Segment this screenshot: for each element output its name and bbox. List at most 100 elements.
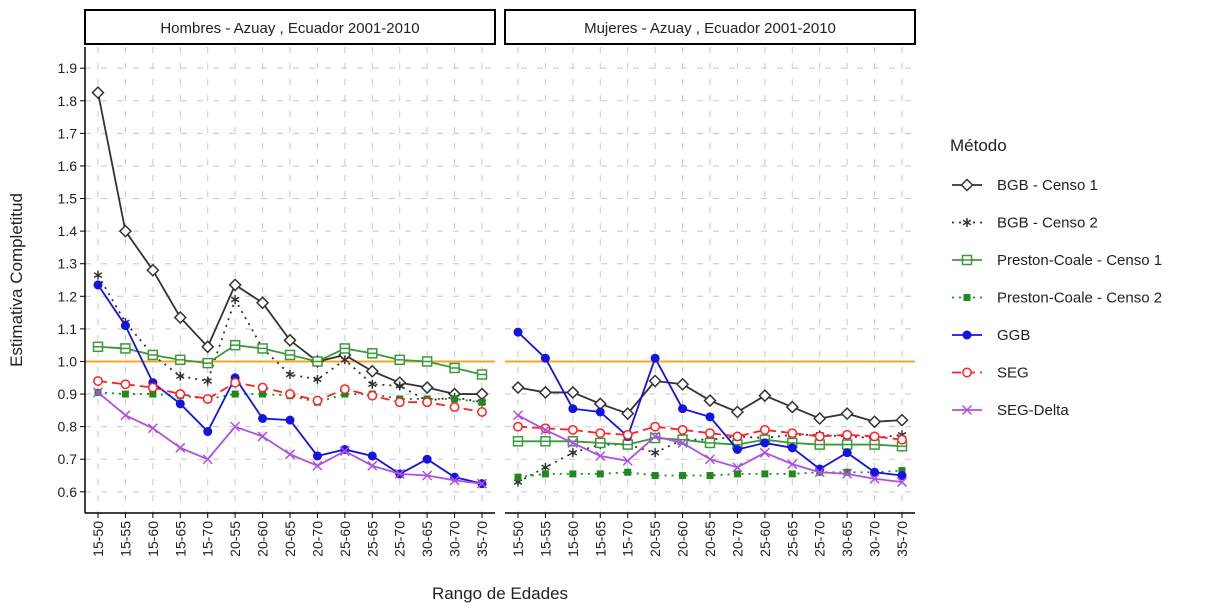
marker-shape: [312, 460, 323, 471]
marker: [622, 439, 633, 450]
marker-shape: [568, 404, 578, 414]
y-tick-label: 1.8: [58, 93, 78, 109]
marker: [759, 447, 770, 458]
marker: [648, 374, 662, 388]
marker: [285, 370, 295, 380]
marker-shape: [787, 428, 798, 439]
marker: [814, 467, 825, 478]
y-tick-label: 1.2: [58, 288, 78, 304]
marker: [841, 439, 853, 450]
marker: [451, 395, 459, 403]
marker-shape: [173, 310, 187, 325]
marker: [203, 427, 213, 437]
marker: [677, 424, 688, 435]
marker: [567, 437, 578, 448]
marker-shape: [91, 86, 105, 100]
marker: [814, 431, 825, 442]
marker-shape: [648, 374, 662, 388]
marker: [842, 468, 853, 479]
marker: [678, 404, 688, 414]
y-tick-label: 0.7: [58, 451, 78, 467]
marker: [758, 389, 772, 403]
marker: [595, 407, 605, 417]
marker: [595, 450, 606, 462]
marker: [540, 424, 551, 435]
marker-shape: [895, 413, 909, 427]
marker-shape: [259, 390, 267, 398]
marker-shape: [540, 424, 551, 435]
marker-shape: [676, 377, 690, 391]
marker-shape: [842, 429, 853, 440]
marker: [175, 399, 185, 409]
marker: [285, 415, 295, 425]
marker: [201, 340, 215, 354]
legend-item: GGB: [952, 327, 1030, 344]
marker-shape: [256, 296, 270, 310]
marker: [512, 410, 524, 421]
marker: [895, 413, 909, 427]
y-tick-label: 1.3: [58, 256, 78, 272]
marker-shape: [541, 464, 550, 471]
marker: [120, 410, 131, 421]
marker-shape: [869, 473, 880, 484]
marker: [146, 263, 160, 277]
marker-shape: [732, 462, 743, 473]
legend-item: SEG: [952, 365, 1029, 382]
marker: [476, 478, 488, 489]
marker: [285, 389, 295, 400]
x-tick-label: 15-65: [172, 521, 188, 557]
marker: [420, 380, 434, 395]
marker: [650, 448, 660, 458]
marker-shape: [650, 431, 661, 442]
legend-title: Método: [950, 136, 1007, 155]
legend-label: GGB: [997, 327, 1030, 344]
marker-shape: [230, 296, 240, 303]
legend-label: BGB - Censo 1: [997, 177, 1098, 194]
marker: [961, 254, 973, 266]
marker-shape: [567, 424, 578, 435]
marker-shape: [761, 470, 769, 478]
x-tick-label: 20-65: [282, 521, 298, 557]
marker: [367, 451, 377, 461]
marker-shape: [175, 373, 185, 380]
marker-shape: [897, 471, 907, 481]
marker-shape: [146, 263, 160, 277]
marker-shape: [705, 412, 715, 422]
marker-shape: [312, 451, 322, 461]
marker: [869, 431, 880, 442]
marker-shape: [787, 443, 797, 453]
marker: [761, 470, 769, 478]
marker: [706, 472, 714, 480]
marker: [365, 364, 379, 378]
marker: [785, 400, 799, 414]
marker: [120, 321, 130, 331]
x-tick-label: 20-70: [309, 521, 325, 557]
marker: [842, 448, 852, 458]
marker: [147, 382, 158, 393]
marker: [230, 421, 241, 432]
marker: [676, 377, 690, 391]
marker: [960, 178, 974, 192]
marker: [312, 460, 323, 471]
marker: [283, 333, 297, 347]
marker-shape: [449, 402, 460, 413]
x-tick-label: 20-65: [702, 521, 718, 557]
marker: [91, 86, 105, 100]
marker: [568, 448, 578, 458]
marker: [93, 376, 103, 386]
x-tick-label: 15-55: [537, 521, 553, 557]
y-tick-label: 1.7: [58, 125, 78, 141]
marker: [284, 449, 296, 460]
marker-shape: [201, 340, 215, 354]
marker-shape: [896, 477, 908, 488]
marker: [202, 454, 213, 465]
marker: [896, 477, 908, 488]
x-tick-label: 25-65: [364, 521, 380, 557]
marker: [621, 407, 635, 421]
marker-shape: [567, 437, 578, 448]
marker: [568, 404, 578, 414]
marker: [569, 470, 577, 478]
marker: [422, 470, 433, 481]
marker-shape: [451, 395, 459, 403]
marker-shape: [898, 467, 906, 475]
